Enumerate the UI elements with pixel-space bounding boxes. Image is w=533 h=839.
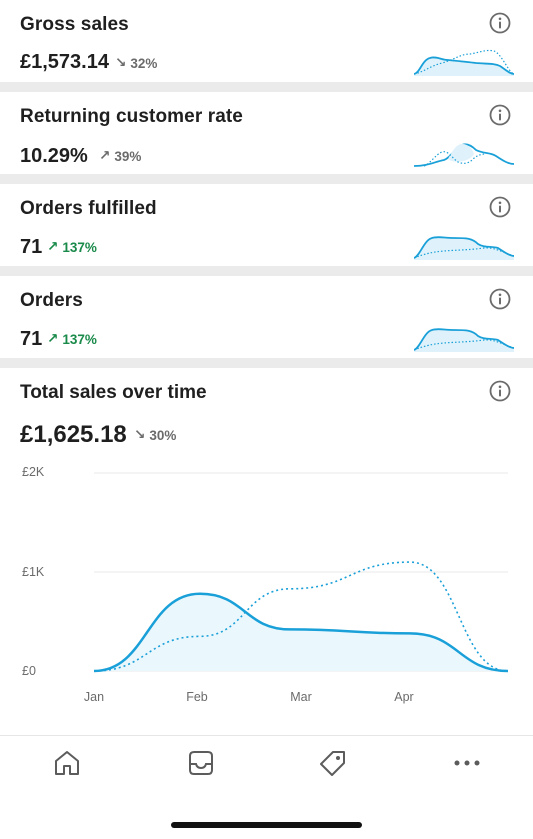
sparkline bbox=[414, 49, 514, 76]
metric-value: 71 bbox=[20, 328, 43, 350]
delta-value: 32% bbox=[130, 55, 158, 71]
arrow-up-right-icon: ↗ bbox=[99, 148, 111, 163]
metric-value: 71 bbox=[20, 236, 43, 258]
metric-title: Returning customer rate bbox=[20, 106, 243, 127]
x-tick-label: Jan bbox=[83, 690, 105, 704]
series-area bbox=[94, 593, 508, 671]
chart-title: Total sales over time bbox=[20, 382, 207, 403]
sparkline bbox=[414, 236, 514, 260]
metric-title: Orders fulfilled bbox=[20, 198, 157, 219]
delta-value: 30% bbox=[149, 427, 177, 443]
arrow-down-right-icon: ↘ bbox=[115, 55, 127, 70]
delta-value: 39% bbox=[114, 148, 142, 164]
series-line-1 bbox=[93, 592, 509, 673]
metric-card-orders[interactable]: Orders 71 ↗ 137% bbox=[0, 276, 533, 358]
info-icon[interactable] bbox=[489, 104, 511, 126]
arrow-down-right-icon: ↘ bbox=[134, 427, 146, 442]
x-tick-label: Apr bbox=[394, 690, 414, 704]
metric-delta: ↗ 137% bbox=[47, 239, 97, 255]
total-sales-delta: ↘ 30% bbox=[134, 427, 176, 443]
metric-card-gross-sales[interactable]: Gross sales £1,573.14 ↘ 32% bbox=[0, 0, 533, 82]
tag-icon[interactable] bbox=[318, 748, 348, 778]
metric-value: £1,573.14 bbox=[20, 51, 109, 73]
x-tick-label: Feb bbox=[186, 690, 208, 704]
inbox-icon[interactable] bbox=[186, 748, 216, 778]
delta-value: 137% bbox=[62, 239, 97, 255]
separator bbox=[0, 82, 533, 92]
info-icon[interactable] bbox=[489, 288, 511, 310]
metric-delta: ↘ 32% bbox=[115, 55, 157, 71]
y-tick-label: £1K bbox=[22, 565, 45, 579]
arrow-up-right-icon: ↗ bbox=[47, 331, 59, 346]
info-icon[interactable] bbox=[489, 196, 511, 218]
sparkline bbox=[414, 328, 514, 352]
total-sales-card: Total sales over time £1,625.18 ↘ 30% £2K… bbox=[0, 368, 533, 735]
home-indicator bbox=[171, 822, 362, 828]
metric-card-returning-customer-rate[interactable]: Returning customer rate 10.29% ↗ 39% bbox=[0, 92, 533, 174]
x-tick-label: Mar bbox=[290, 690, 312, 704]
sales-line-chart bbox=[93, 472, 509, 673]
sparkline bbox=[414, 143, 514, 167]
arrow-up-right-icon: ↗ bbox=[47, 239, 59, 254]
metric-title: Gross sales bbox=[20, 14, 129, 35]
info-icon[interactable] bbox=[489, 12, 511, 34]
y-tick-label: £2K bbox=[22, 465, 45, 479]
bottom-tab-bar bbox=[0, 735, 533, 839]
metric-card-orders-fulfilled[interactable]: Orders fulfilled 71 ↗ 137% bbox=[0, 184, 533, 266]
separator bbox=[0, 358, 533, 368]
separator bbox=[0, 266, 533, 276]
total-sales-value: £1,625.18 bbox=[20, 421, 127, 448]
separator bbox=[0, 174, 533, 184]
more-icon[interactable] bbox=[452, 748, 482, 778]
y-tick-label: £0 bbox=[22, 664, 36, 678]
delta-value: 137% bbox=[62, 331, 97, 347]
metric-delta: ↗ 39% bbox=[99, 148, 141, 164]
metric-value: 10.29% bbox=[20, 145, 88, 167]
metric-title: Orders bbox=[20, 290, 83, 311]
metric-delta: ↗ 137% bbox=[47, 331, 97, 347]
series-line-2 bbox=[93, 561, 509, 672]
info-icon[interactable] bbox=[489, 380, 511, 402]
home-icon[interactable] bbox=[52, 748, 82, 778]
